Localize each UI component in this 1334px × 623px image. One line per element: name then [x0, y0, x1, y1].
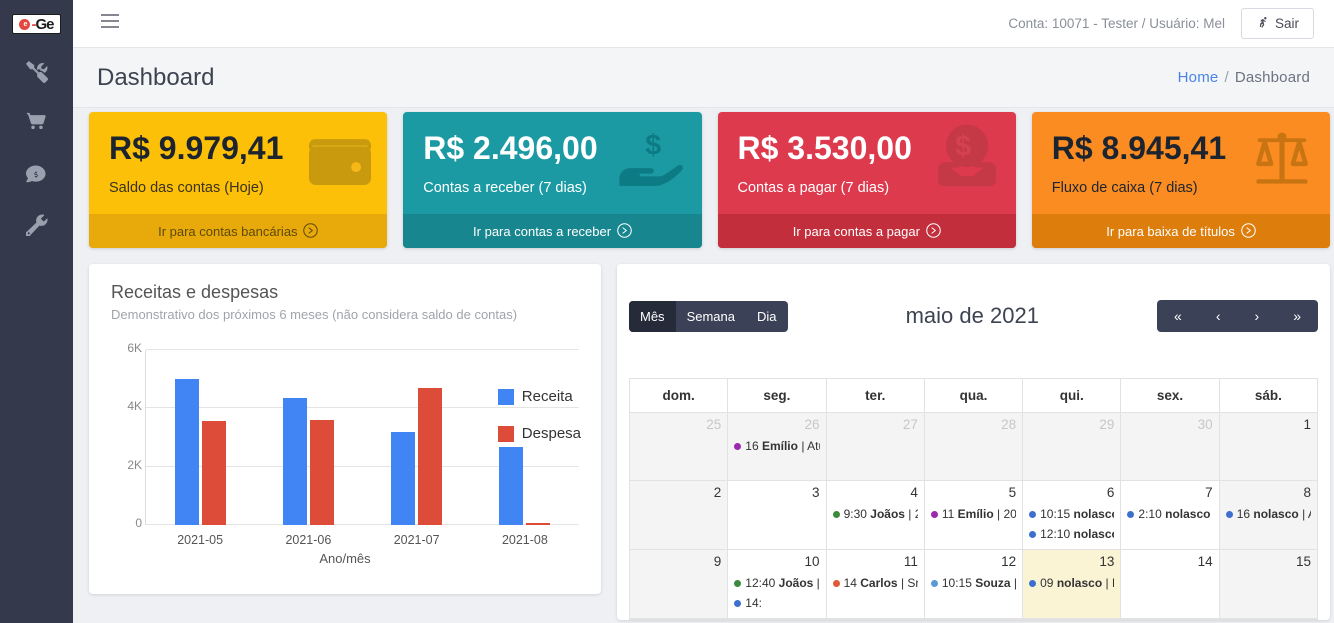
svg-text:$: $: [645, 130, 661, 162]
svg-text:$: $: [955, 131, 971, 163]
